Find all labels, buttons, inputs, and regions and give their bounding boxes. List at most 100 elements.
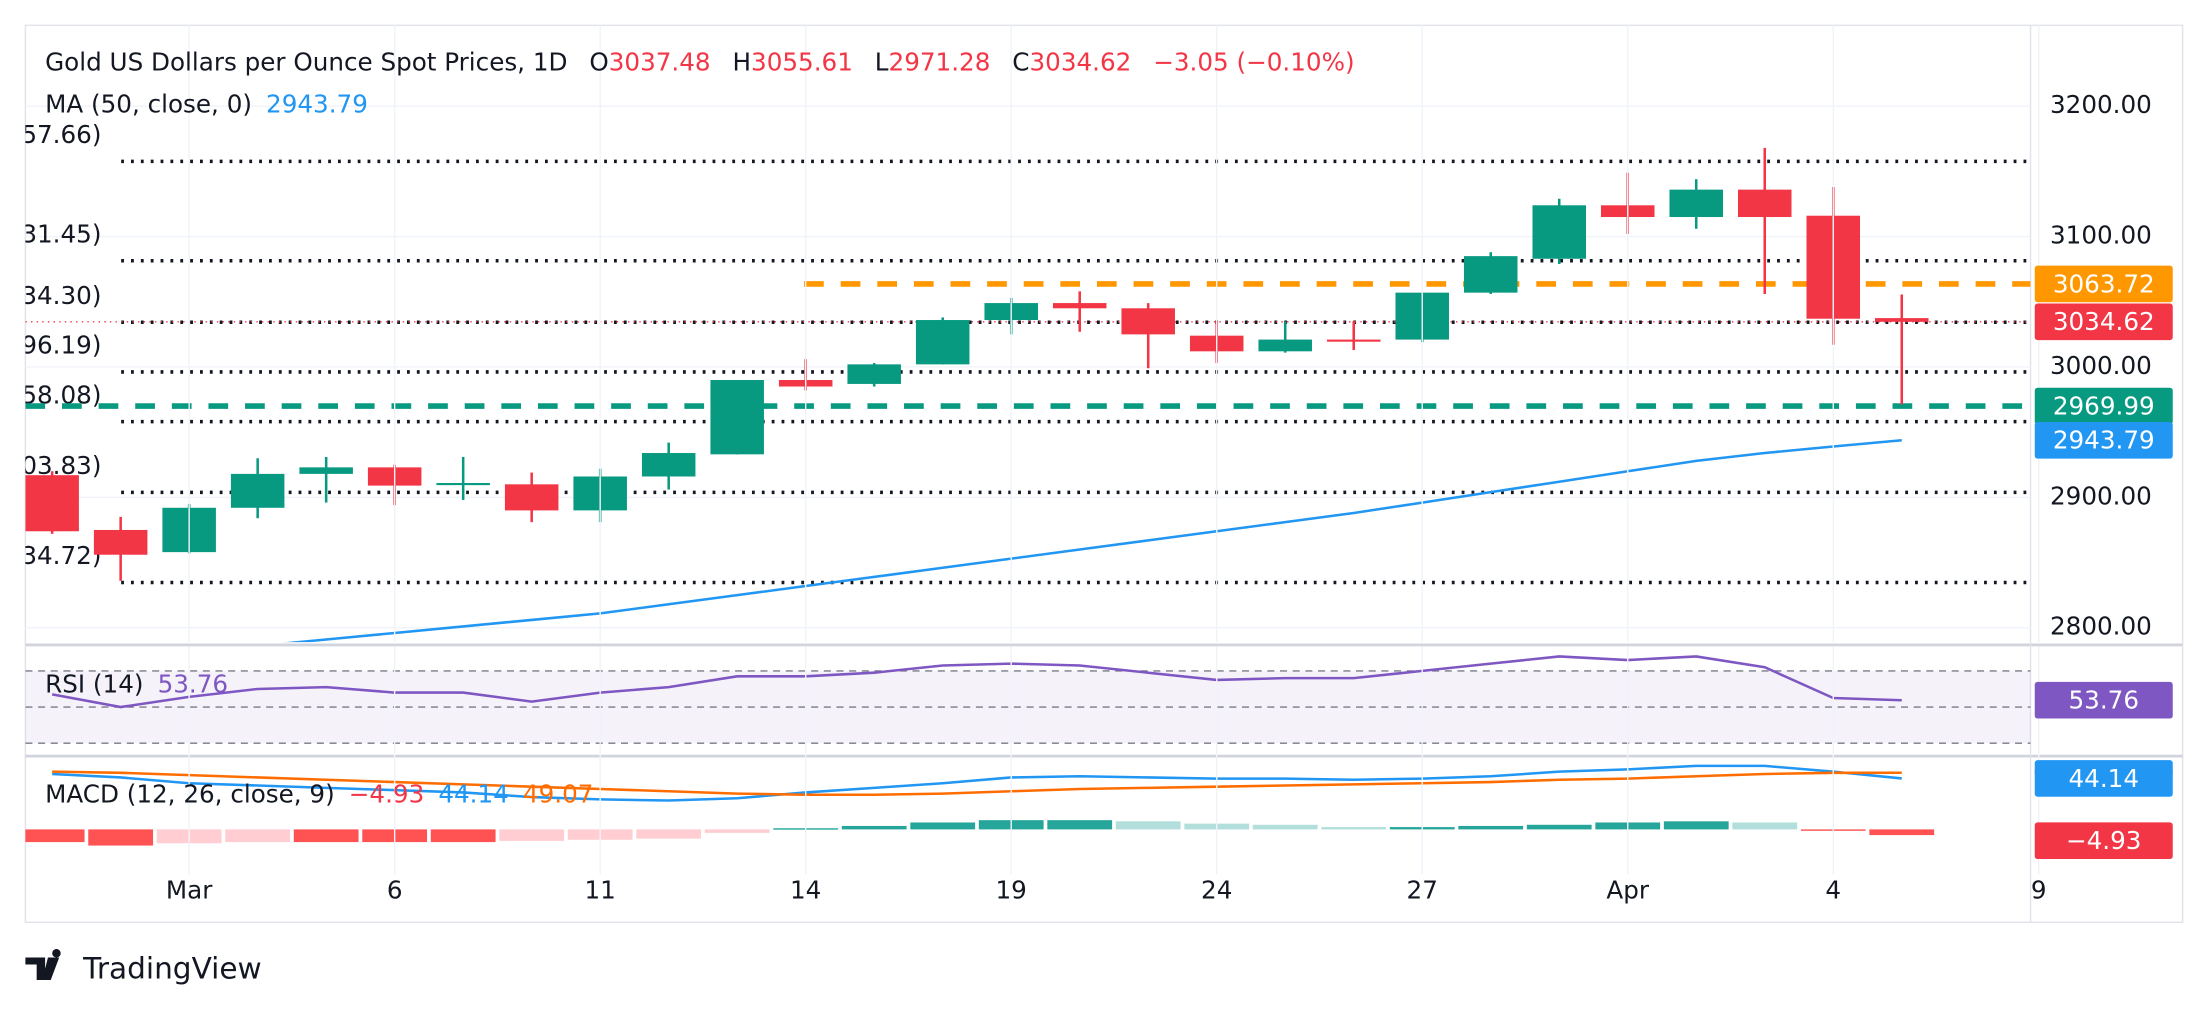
macd-histogram-bar: [499, 829, 565, 841]
macd-histogram-bar: [25, 829, 85, 843]
y-tick-label: 3100.00: [2050, 221, 2152, 250]
level-label: 57.66): [21, 120, 101, 149]
x-tick-label: Apr: [1606, 875, 1649, 904]
title: Gold US Dollars per Ounce Spot Prices, 1…: [45, 47, 567, 76]
x-tick-label: 6: [387, 875, 403, 904]
macd-label: 44.14: [2068, 764, 2138, 793]
ma-label: 2943.79: [2053, 426, 2155, 455]
candle-body: [1532, 205, 1586, 259]
level-label: 03.83): [21, 451, 101, 480]
header-line: Gold US Dollars per Ounce Spot Prices, 1…: [45, 47, 1355, 76]
candle-body: [436, 483, 490, 486]
x-tick-label: 11: [585, 875, 616, 904]
macd-histogram-bar: [636, 829, 702, 839]
ohlc-value: 3034.62: [1029, 47, 1131, 76]
candle-body: [1669, 189, 1723, 218]
hist-label: −4.93: [2066, 826, 2141, 855]
candle-body: [93, 529, 148, 555]
ohlc-key: H: [733, 47, 752, 76]
x-tick-label: 9: [2031, 875, 2047, 904]
candle-body: [641, 453, 696, 477]
macd-histogram-bar: [704, 829, 770, 833]
macd-line: [52, 764, 1902, 802]
candle-body: [915, 320, 970, 365]
x-tick-label: 4: [1825, 875, 1841, 904]
ma-value: 2943.79: [266, 90, 368, 119]
dashed-level-box: [2034, 387, 2173, 425]
ma-legend: MA (50, close, 0) 2943.79: [45, 90, 368, 119]
rsi-legend: RSI (14) 53.76: [45, 670, 228, 699]
macd-histogram-bar: [1869, 829, 1935, 836]
macd-histogram-bar: [430, 829, 496, 843]
macd-histogram-bar: [1458, 825, 1524, 830]
candle-body: [847, 364, 901, 384]
logo: TradingView: [25, 949, 262, 986]
legend: Gold US Dollars per Ounce Spot Prices, 1…: [45, 47, 1355, 808]
candle-body: [710, 380, 764, 455]
y-tick-label: 3200.00: [2050, 90, 2152, 119]
macd-histogram-bar: [910, 822, 976, 830]
macd-histogram-bar: [1663, 821, 1729, 830]
level-label: 31.45): [21, 219, 101, 248]
x-tick-label: 14: [790, 875, 821, 904]
close-box: [2034, 303, 2173, 341]
ma-line: [285, 438, 1902, 643]
macd-label: MACD (12, 26, close, 9): [45, 780, 335, 809]
macd-histogram-bar: [1047, 820, 1113, 830]
candle-body: [1737, 189, 1792, 218]
ohlc-key: O: [589, 47, 608, 76]
macd-histogram-bar: [88, 829, 154, 846]
rsi-value: 53.76: [158, 670, 229, 699]
y-tick-label: 3000.00: [2050, 351, 2152, 380]
macd-histogram-bar: [1252, 824, 1318, 830]
hist-box: [2034, 822, 2173, 860]
ma-box: [2034, 421, 2173, 459]
macd-histogram-bar: [841, 825, 907, 830]
candle-body: [299, 467, 353, 474]
macd-value: 44.14: [438, 780, 509, 809]
rsi-label: 53.76: [2068, 686, 2138, 715]
x-tick-label: 27: [1407, 875, 1438, 904]
close-label: 3034.62: [2053, 307, 2155, 336]
x-tick-label: 19: [996, 875, 1027, 904]
rsi-label: RSI (14): [45, 670, 143, 699]
dashed-level-label: 2969.99: [2053, 392, 2155, 421]
ohlc-value: 3037.48: [609, 47, 711, 76]
macd-histogram-bar: [1526, 824, 1592, 830]
macd-histogram-bar: [1732, 822, 1798, 830]
y-tick-label: 2900.00: [2050, 481, 2152, 510]
ma-label: MA (50, close, 0): [45, 90, 252, 119]
macd-histogram-bar: [1115, 821, 1181, 830]
level-label: 34.72): [21, 541, 101, 570]
macd-histogram-bar: [293, 829, 359, 843]
macd-histogram-bar: [1321, 827, 1387, 830]
macd-box: [2034, 760, 2173, 797]
macd-histogram-bar: [225, 829, 291, 843]
candle-body: [1875, 318, 1929, 322]
candle-body: [504, 484, 559, 511]
logo-mark: [25, 949, 61, 981]
candle-body: [25, 475, 79, 532]
x-tick-label: Mar: [166, 875, 213, 904]
candle-body: [1121, 308, 1175, 335]
hist-value: −4.93: [349, 780, 424, 809]
level-label: 96.19): [21, 331, 101, 360]
dashed-level-label: 3063.72: [2053, 269, 2155, 298]
candle-body: [1258, 339, 1312, 352]
plot: 57.66)31.45)34.30)96.19)58.08)03.83)34.7…: [21, 25, 2173, 904]
candle-body: [1463, 256, 1518, 293]
change: −3.05 (−0.10%): [1153, 47, 1354, 76]
ohlc-value: 2971.28: [889, 47, 991, 76]
candle-body: [1326, 339, 1381, 342]
dashed-level-box: [2034, 265, 2173, 303]
brand: TradingView: [82, 952, 262, 986]
rsi-box: [2034, 681, 2173, 719]
macd-legend: MACD (12, 26, close, 9) −4.93 44.14 49.07: [45, 780, 593, 809]
signal-line: [52, 770, 1902, 797]
y-tick-label: 2800.00: [2050, 612, 2152, 641]
x-tick-label: 24: [1201, 875, 1232, 904]
rsi-pane: [25, 655, 2031, 744]
candle-body: [230, 473, 285, 508]
